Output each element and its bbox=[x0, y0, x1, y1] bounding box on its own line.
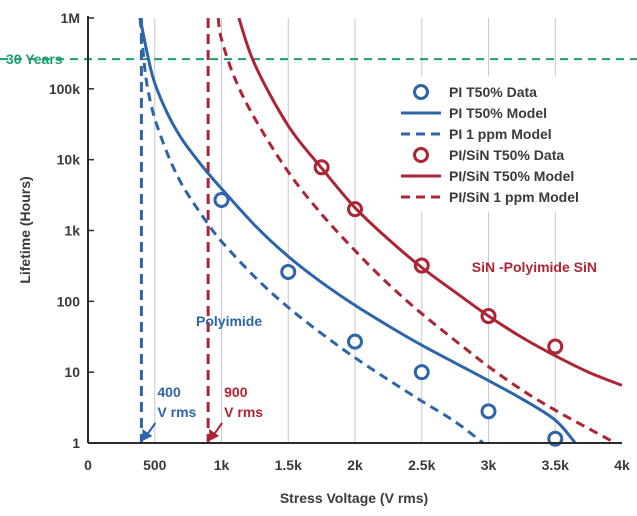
annotations: 400 V rms 900 V rms Polyimide SiN -Polyimide … bbox=[142, 259, 597, 441]
y-tick-label: 10 bbox=[64, 364, 80, 380]
y-tick-label: 1k bbox=[64, 223, 80, 239]
legend: PI T50% Data PI T50% Model PI 1 ppm Model P… bbox=[387, 76, 615, 212]
x-tick-label: 1k bbox=[214, 457, 230, 473]
legend-label: PI/SiN 1 ppm Model bbox=[449, 189, 579, 205]
pi-t50-data-point bbox=[547, 430, 564, 447]
grid bbox=[154, 18, 556, 443]
axes bbox=[87, 16, 622, 444]
legend-marker-circle bbox=[413, 84, 429, 100]
pi-sin-1-ppm-model-line bbox=[216, 18, 617, 443]
x-tick-label: 4k bbox=[614, 457, 630, 473]
y-tick-label: 10k bbox=[57, 152, 81, 168]
voltage-limit-900-unit: V rms bbox=[224, 404, 263, 420]
x-tick-label: 2k bbox=[347, 457, 363, 473]
polyimide-label: Polyimide bbox=[196, 313, 262, 329]
reference-lines: 30 Years bbox=[0, 18, 637, 443]
voltage-limit-900-arrowhead bbox=[209, 429, 220, 441]
pi-t50-data-point bbox=[280, 263, 297, 280]
legend-label: PI 1 ppm Model bbox=[449, 126, 552, 142]
x-tick-label: 3k bbox=[481, 457, 497, 473]
y-axis-title: Lifetime (Hours) bbox=[17, 176, 33, 283]
voltage-limit-400-arrowhead bbox=[142, 429, 153, 441]
x-tick-label: 2.5k bbox=[408, 457, 435, 473]
legend-marker-circle bbox=[413, 147, 429, 163]
pi-t50-data-point bbox=[213, 191, 230, 208]
tick-labels: 0 500 1k 1.5k 2k 2.5k 3k 3.5k 4k 1 10 100 1k 10k 100k 1… bbox=[49, 10, 630, 473]
sin-polyimide-label: SiN -Polyimide SiN bbox=[472, 259, 597, 275]
legend-label: PI/SiN T50% Model bbox=[449, 168, 574, 184]
series bbox=[138, 18, 622, 447]
voltage-limit-400-value: 400 bbox=[157, 384, 181, 400]
pi-1-ppm-model-line bbox=[138, 18, 485, 443]
x-axis-title: Stress Voltage (V rms) bbox=[280, 490, 428, 506]
x-tick-label: 3.5k bbox=[542, 457, 569, 473]
pi-t50-data-point bbox=[347, 333, 363, 350]
legend-label: PI T50% Data bbox=[449, 84, 537, 100]
pi-t50-data-point bbox=[413, 364, 430, 381]
x-tick-label: 1.5k bbox=[275, 457, 302, 473]
pi-sin-t50-model-line bbox=[237, 18, 622, 387]
thirty-years-label: 30 Years bbox=[6, 51, 63, 67]
x-tick-label: 0 bbox=[84, 457, 92, 473]
legend-label: PI T50% Model bbox=[449, 105, 547, 121]
y-tick-label: 1 bbox=[72, 435, 80, 451]
pi-t50-model-line bbox=[138, 18, 577, 443]
x-tick-label: 500 bbox=[143, 457, 167, 473]
voltage-limit-400-unit: V rms bbox=[157, 404, 196, 420]
pi-sin-t50-data-point bbox=[547, 338, 564, 355]
pi-t50-data-point bbox=[480, 403, 497, 420]
voltage-limit-900-value: 900 bbox=[224, 384, 248, 400]
y-tick-label: 100 bbox=[57, 293, 81, 309]
y-tick-label: 1M bbox=[61, 10, 80, 26]
y-tick-label: 100k bbox=[49, 81, 80, 97]
legend-label: PI/SiN T50% Data bbox=[449, 147, 564, 163]
